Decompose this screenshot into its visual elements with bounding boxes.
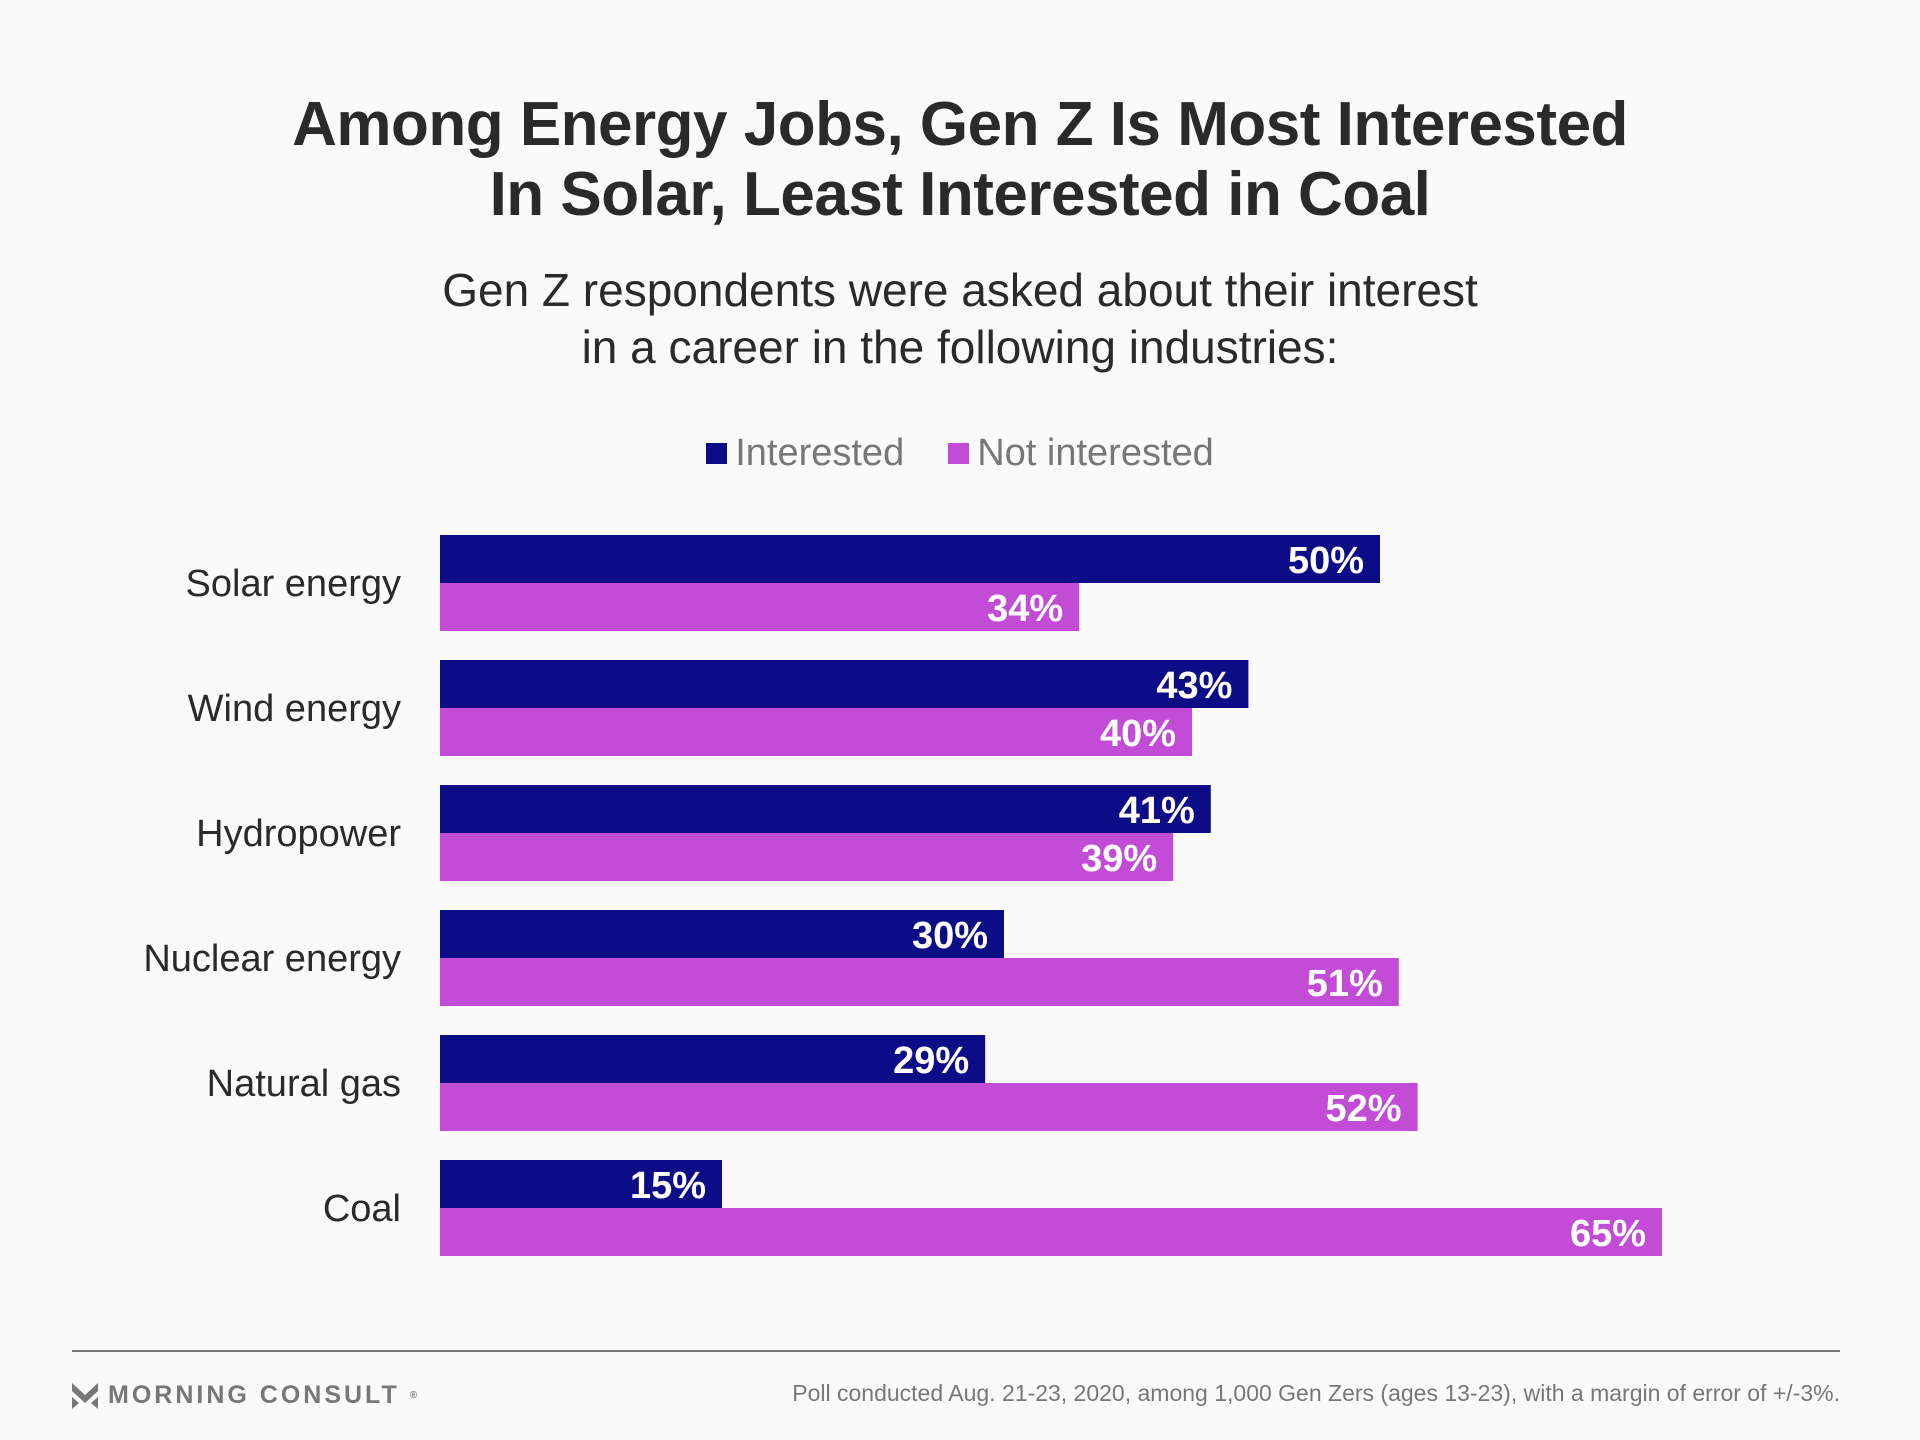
- chart-subtitle-line-1: Gen Z respondents were asked about their…: [442, 264, 1478, 316]
- bar-interested: [440, 910, 1004, 958]
- data-label: 39%: [1081, 838, 1157, 880]
- legend-label-interested: Interested: [735, 432, 905, 474]
- bar-not-interested: [440, 583, 1080, 631]
- data-label: 65%: [1570, 1213, 1646, 1255]
- legend-swatch-interested: [706, 443, 728, 464]
- category-label: Natural gas: [207, 1063, 401, 1105]
- morning-consult-logo: MORNING CONSULT ®: [72, 1381, 417, 1410]
- legend-item-not-interested: Not interested: [948, 432, 1214, 475]
- footnote: Poll conducted Aug. 21-23, 2020, among 1…: [792, 1380, 1840, 1406]
- bar-interested: [440, 1035, 986, 1083]
- data-label: 51%: [1307, 963, 1383, 1005]
- chart-title-line-1: Among Energy Jobs, Gen Z Is Most Interes…: [292, 90, 1628, 159]
- data-label: 52%: [1326, 1088, 1402, 1130]
- bar-interested: [440, 535, 1380, 583]
- chart-subtitle-line-2: in a career in the following industries:: [581, 321, 1339, 373]
- chart-subtitle: Gen Z respondents were asked about their…: [0, 262, 1920, 376]
- data-label: 41%: [1119, 790, 1195, 832]
- data-label: 30%: [912, 915, 988, 957]
- footer-divider: [72, 1350, 1840, 1352]
- bar-not-interested: [440, 833, 1174, 881]
- data-label: 50%: [1288, 540, 1364, 582]
- bar-interested: [440, 1160, 722, 1208]
- bar-not-interested: [440, 708, 1192, 756]
- data-label: 43%: [1156, 665, 1232, 707]
- legend: Interested Not interested: [0, 432, 1920, 475]
- bar-not-interested: [440, 958, 1399, 1006]
- legend-swatch-not-interested: [948, 443, 970, 464]
- data-label: 34%: [987, 588, 1063, 630]
- category-label: Hydropower: [196, 813, 401, 855]
- data-label: 29%: [893, 1040, 969, 1082]
- bar-not-interested: [440, 1208, 1662, 1256]
- category-label: Coal: [323, 1188, 401, 1230]
- chart-title: Among Energy Jobs, Gen Z Is Most Interes…: [0, 90, 1920, 230]
- category-label: Nuclear energy: [143, 938, 401, 980]
- category-label: Solar energy: [186, 563, 401, 605]
- bar-not-interested: [440, 1083, 1418, 1131]
- morning-consult-m-icon: [72, 1382, 98, 1409]
- brand-name: MORNING CONSULT: [108, 1381, 400, 1409]
- bar-interested: [440, 785, 1211, 833]
- legend-item-interested: Interested: [706, 432, 904, 475]
- data-label: 15%: [630, 1165, 706, 1207]
- bar-interested: [440, 660, 1249, 708]
- brand-registered-mark: ®: [409, 1390, 418, 1401]
- data-label: 40%: [1100, 713, 1176, 755]
- category-label: Wind energy: [188, 688, 401, 730]
- chart-title-line-2: In Solar, Least Interested in Coal: [489, 160, 1431, 229]
- legend-label-not-interested: Not interested: [977, 432, 1214, 474]
